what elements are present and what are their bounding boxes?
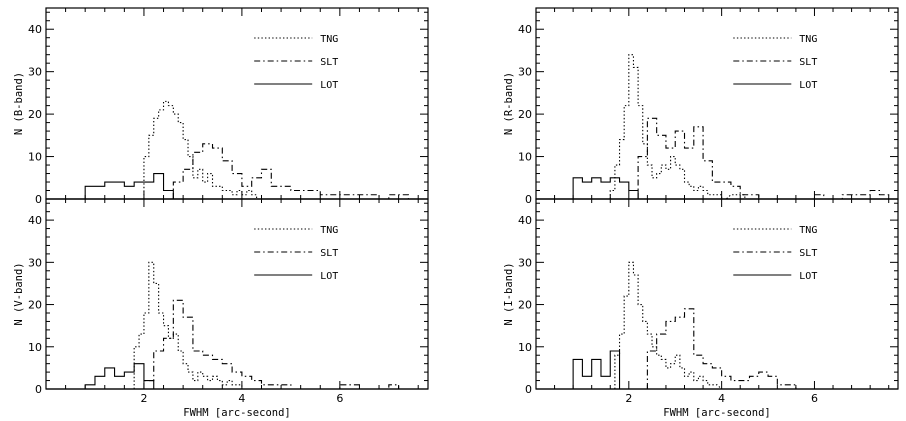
panel-v-band: 0 10 20 30 40 2 4 6 FWHM [arc-second] N (V-band) T… (13, 198, 429, 419)
y-tick-label: 20 (518, 299, 532, 312)
series-tng (614, 261, 727, 390)
y-tick-label: 40 (28, 214, 42, 227)
series-lot (84, 172, 174, 199)
legend-label-slt: SLT (799, 248, 817, 259)
y-tick-label: 0 (35, 383, 42, 396)
y-tick-label: 30 (28, 256, 42, 269)
y-axis-label: N (V-band) (13, 262, 25, 325)
x-tick-label: 2 (140, 392, 147, 405)
y-tick-label: 10 (28, 151, 42, 164)
y-tick-label: 0 (525, 193, 532, 206)
y-tick-label: 10 (28, 341, 42, 354)
panel-r-band: 0 10 20 30 40 N (R-band) TNG SLT LOT (503, 7, 899, 206)
legend-label-slt: SLT (320, 248, 338, 259)
legend-label-slt: SLT (320, 57, 338, 68)
plot-frame (535, 198, 899, 390)
y-tick-label: 20 (28, 108, 42, 121)
series-lot (572, 350, 639, 390)
x-tick-label: 4 (238, 392, 245, 405)
panel-b-band: 0 10 20 30 40 N (B-band) TNG SLT LOT (13, 7, 429, 206)
y-tick-label: 40 (28, 23, 42, 36)
series-tng (133, 261, 247, 390)
y-tick-label: 30 (28, 66, 42, 79)
y-axis-label: N (I-band) (503, 262, 515, 325)
legend-label-tng: TNG (320, 225, 338, 236)
legend-label-lot: LOT (320, 80, 338, 91)
plot-frame (45, 198, 429, 390)
series-slt (646, 308, 806, 390)
y-axis-label: N (R-band) (503, 72, 515, 135)
x-tick-label: 2 (625, 392, 632, 405)
legend-label-tng: TNG (799, 34, 817, 45)
series-tng (609, 54, 746, 200)
y-tick-label: 40 (518, 214, 532, 227)
y-tick-label: 40 (518, 23, 532, 36)
series-slt (637, 117, 890, 200)
legend-label-slt: SLT (799, 57, 817, 68)
x-axis-label: FWHM [arc-second] (183, 407, 290, 419)
y-tick-label: 10 (518, 341, 532, 354)
plot-frame (45, 7, 429, 200)
series-slt (172, 143, 409, 200)
y-tick-label: 20 (28, 299, 42, 312)
series-lot (572, 177, 639, 199)
y-tick-label: 10 (518, 151, 532, 164)
legend-label-lot: LOT (799, 271, 817, 282)
series-lot (84, 363, 164, 390)
x-tick-label: 6 (811, 392, 818, 405)
y-tick-label: 20 (518, 108, 532, 121)
panel-i-band: 0 10 20 30 40 2 4 6 FWHM [arc-second] N (I-band) T… (503, 198, 899, 419)
series-slt (143, 299, 409, 390)
legend-label-tng: TNG (320, 34, 338, 45)
y-tick-label: 30 (518, 66, 532, 79)
x-tick-label: 6 (336, 392, 343, 405)
plot-frame (535, 7, 899, 200)
y-tick-label: 0 (35, 193, 42, 206)
x-axis-label: FWHM [arc-second] (663, 407, 770, 419)
series-tng (143, 100, 262, 200)
legend-label-lot: LOT (799, 80, 817, 91)
y-tick-label: 0 (525, 383, 532, 396)
y-axis-label: N (B-band) (13, 72, 25, 135)
legend-label-tng: TNG (799, 225, 817, 236)
x-tick-label: 4 (718, 392, 725, 405)
y-tick-label: 30 (518, 256, 532, 269)
legend-label-lot: LOT (320, 271, 338, 282)
